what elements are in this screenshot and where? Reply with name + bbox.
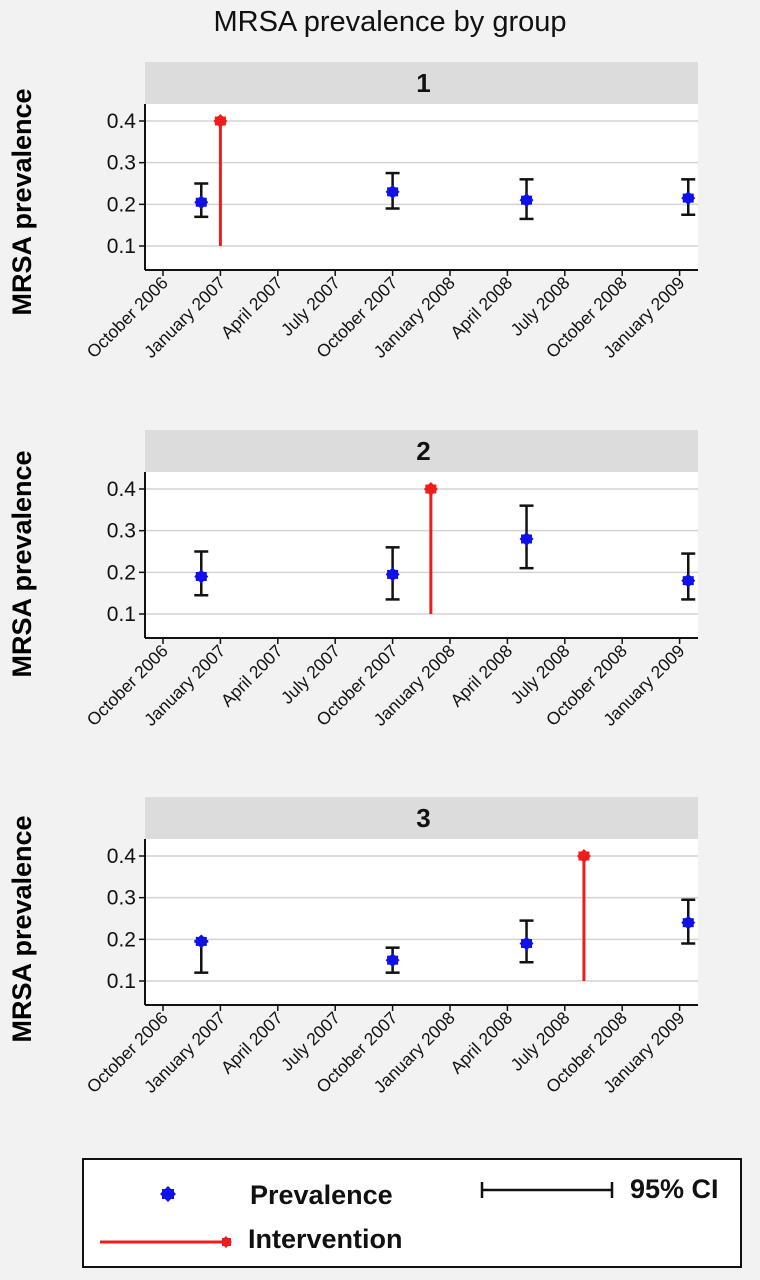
legend-prevalence-label: Prevalence (250, 1180, 393, 1210)
legend-ci-label: 95% CI (630, 1174, 719, 1204)
intervention-marker-3-core (578, 851, 590, 861)
legend-ci-symbol (480, 1182, 614, 1198)
y-tick-label: 0.3 (107, 520, 136, 543)
plot-area-3 (145, 839, 698, 1005)
facet-strip-3 (145, 797, 698, 839)
prevalence-point-1-4-core (682, 193, 694, 203)
y-tick-label: 0.4 (107, 478, 137, 501)
y-tick-label: 0.3 (107, 152, 136, 175)
chart-title: MRSA prevalence by group (213, 6, 567, 38)
y-tick-label: 0.1 (107, 235, 136, 258)
x-tick-label: April 2007 (217, 273, 287, 343)
prevalence-point-3-3-core (521, 939, 533, 948)
facet-strip-1 (145, 62, 698, 104)
facet-strip-label-1: 1 (416, 68, 430, 98)
legend: Prevalence 95% CI Intervention (82, 1158, 742, 1268)
prevalence-point-1-3-core (521, 195, 533, 205)
prevalence-point-2-4-core (682, 576, 694, 586)
y-tick-label: 0.2 (107, 928, 136, 951)
prevalence-point-1-1-core (195, 197, 207, 207)
x-tick-label: April 2008 (446, 273, 516, 343)
y-tick-label: 0.2 (107, 193, 136, 216)
plot-area-1 (145, 104, 698, 270)
y-axis-label-3: MRSA prevalence (7, 815, 37, 1043)
facet-strip-2 (145, 430, 698, 472)
y-tick-label: 0.4 (107, 110, 137, 133)
x-tick-label: April 2008 (446, 1008, 516, 1078)
y-tick-label: 0.3 (107, 887, 136, 910)
y-axis-label-2: MRSA prevalence (7, 450, 37, 678)
legend-symbols (100, 1182, 614, 1248)
prevalence-point-1-2-core (387, 187, 399, 197)
y-tick-label: 0.4 (107, 845, 137, 868)
facet-strip-label-3: 3 (416, 803, 430, 833)
x-tick-label: April 2007 (217, 1008, 287, 1078)
facet-strip-label-2: 2 (416, 436, 430, 466)
legend-prevalence-marker (160, 1186, 176, 1202)
y-tick-label: 0.2 (107, 561, 136, 584)
prevalence-point-2-2-core (387, 569, 399, 579)
y-axis-label-1: MRSA prevalence (7, 88, 37, 316)
legend-intervention-symbol (100, 1236, 232, 1248)
prevalence-point-2-3-core (521, 534, 533, 544)
legend-intervention-label: Intervention (248, 1224, 403, 1254)
prevalence-point-3-1-core (195, 936, 207, 946)
y-tick-label: 0.1 (107, 603, 136, 626)
intervention-marker-2-core (425, 484, 437, 494)
x-tick-label: April 2008 (446, 641, 516, 711)
prevalence-point-3-2-core (387, 955, 399, 965)
prevalence-point-2-1-core (195, 572, 207, 581)
x-tick-label: April 2007 (217, 641, 287, 711)
plot-area-2 (145, 472, 698, 638)
y-tick-label: 0.1 (107, 970, 136, 993)
prevalence-point-3-4-core (682, 918, 694, 928)
intervention-marker-1-core (214, 116, 226, 126)
